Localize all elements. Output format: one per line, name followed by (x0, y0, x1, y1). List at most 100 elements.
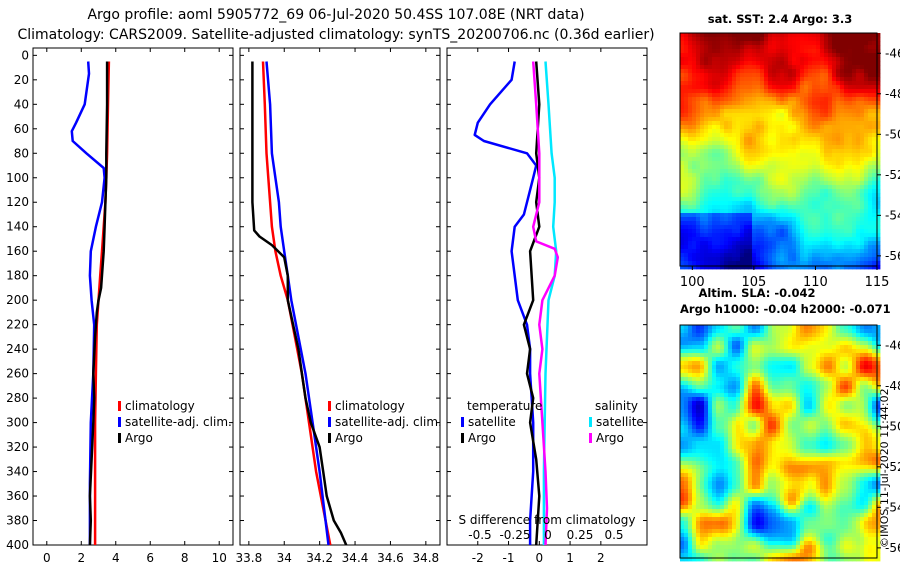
map-cell (760, 165, 765, 170)
map-cell (692, 409, 697, 414)
map-cell (800, 165, 805, 170)
map-cell (680, 181, 685, 186)
map-cell (756, 397, 761, 402)
map-cell (728, 329, 733, 334)
series-difference-s-argo (531, 61, 560, 546)
map-cell (784, 417, 789, 422)
map-cell (844, 381, 849, 386)
map-cell (824, 401, 829, 406)
map-cell (844, 221, 849, 226)
map-cell (696, 461, 701, 466)
map-cell (796, 77, 801, 82)
map-cell (868, 345, 873, 350)
map-cell (772, 49, 777, 54)
map-cell (868, 449, 873, 454)
map-cell (876, 261, 881, 266)
map-cell (720, 145, 725, 150)
map-cell (856, 73, 861, 78)
map-cell (836, 237, 841, 242)
map-cell (784, 261, 789, 266)
map-cell (828, 397, 833, 402)
map-cell (772, 181, 777, 186)
map-cell (796, 413, 801, 418)
map-cell (844, 445, 849, 450)
map-cell (696, 157, 701, 162)
map-cell (832, 57, 837, 62)
map-cell (812, 449, 817, 454)
map-cell (704, 81, 709, 86)
map-cell (756, 425, 761, 430)
map-cell (876, 377, 881, 382)
map-cell (728, 249, 733, 254)
map-cell (772, 201, 777, 206)
map-cell (704, 193, 709, 198)
map-cell (872, 205, 877, 210)
map-cell (800, 237, 805, 242)
map-cell (692, 329, 697, 334)
map-cell (816, 337, 821, 342)
map-cell (860, 329, 865, 334)
map-cell (824, 97, 829, 102)
map-cell (832, 229, 837, 234)
map-cell (784, 161, 789, 166)
map-cell (860, 369, 865, 374)
map-cell (780, 81, 785, 86)
map-cell (776, 221, 781, 226)
map-cell (876, 413, 881, 418)
map-cell (716, 169, 721, 174)
map-cell (696, 193, 701, 198)
map-cell (784, 105, 789, 110)
map-cell (836, 105, 841, 110)
map-cell (788, 197, 793, 202)
map-cell (720, 49, 725, 54)
map-cell (744, 221, 749, 226)
map-cell (860, 53, 865, 58)
map-cell (856, 341, 861, 346)
map-cell (776, 397, 781, 402)
map-cell (804, 101, 809, 106)
map-cell (764, 333, 769, 338)
map-cell (756, 461, 761, 466)
map-cell (752, 93, 757, 98)
map-cell (744, 129, 749, 134)
map-cell (828, 173, 833, 178)
map-cell (840, 257, 845, 262)
map-cell (796, 173, 801, 178)
map-cell (792, 417, 797, 422)
map-cell (856, 333, 861, 338)
map-cell (708, 329, 713, 334)
map-cell (720, 457, 725, 462)
map-cell (832, 169, 837, 174)
map-cell (824, 189, 829, 194)
map-cell (856, 141, 861, 146)
map-cell (812, 401, 817, 406)
map-cell (680, 453, 685, 458)
map-cell (744, 237, 749, 242)
map-cell (712, 165, 717, 170)
map-cell (800, 33, 805, 38)
map-cell (736, 97, 741, 102)
map-cell (808, 449, 813, 454)
map-cell (732, 149, 737, 154)
map-cell (820, 85, 825, 90)
map-cell (748, 109, 753, 114)
map-cell (680, 69, 685, 74)
map-cell (768, 85, 773, 90)
map-cell (836, 77, 841, 82)
map-cell (700, 121, 705, 126)
map-cell (792, 225, 797, 230)
map-cell (696, 437, 701, 442)
map-cell (868, 77, 873, 82)
map-cell (700, 445, 705, 450)
map-cell (756, 233, 761, 238)
map-cell (836, 261, 841, 266)
map-cell (808, 65, 813, 70)
map-cell (812, 161, 817, 166)
map-cell (696, 33, 701, 38)
map-cell (716, 445, 721, 450)
map-cell (700, 77, 705, 82)
map-cell (688, 445, 693, 450)
map-cell (680, 109, 685, 114)
map-cell (808, 89, 813, 94)
map-cell (856, 121, 861, 126)
